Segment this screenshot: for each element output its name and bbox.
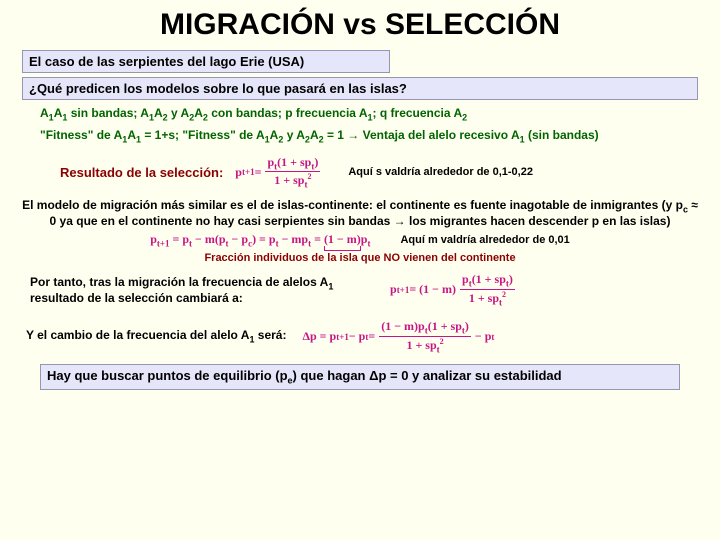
migration-paragraph: El modelo de migración más similar es el…	[22, 198, 698, 228]
delta-label: Y el cambio de la frecuencia del alelo A…	[26, 328, 286, 344]
migration-note: Aquí m valdría alrededor de 0,01	[400, 234, 569, 246]
selection-formula: pt+1 = pt(1 + spt) 1 + spt2	[235, 155, 324, 190]
genotype-line: A1A1 sin bandas; A1A2 y A2A2 con bandas;…	[40, 106, 690, 122]
slide-title: MIGRACIÓN vs SELECCIÓN	[0, 0, 720, 48]
fitness-line: "Fitness" de A1A1 = 1+s; "Fitness" de A1…	[40, 128, 690, 144]
box-equilibrium: Hay que buscar puntos de equilibrio (pe)…	[40, 364, 680, 390]
migration-formula: pt+1 = pt − m(pt − pc) = pt − mpt = (1 −…	[150, 232, 370, 248]
combined-label: Por tanto, tras la migración la frecuenc…	[30, 275, 360, 305]
fraction-note: Fracción individuos de la isla que NO vi…	[22, 252, 698, 264]
box-question: ¿Qué predicen los modelos sobre lo que p…	[22, 77, 698, 100]
delta-row: Y el cambio de la frecuencia del alelo A…	[26, 319, 694, 354]
migration-row: pt+1 = pt − m(pt − pc) = pt − mpt = (1 −…	[22, 232, 698, 248]
delta-formula: Δp = pt+1 − pt = (1 − m)pt(1 + spt) 1 + …	[302, 319, 494, 354]
box-case: El caso de las serpientes del lago Erie …	[22, 50, 390, 73]
combined-formula: pt+1 = (1 − m) pt(1 + spt) 1 + spt2	[390, 272, 519, 307]
combined-row: Por tanto, tras la migración la frecuenc…	[30, 272, 690, 307]
selection-label: Resultado de la selección:	[60, 165, 223, 180]
selection-row: Resultado de la selección: pt+1 = pt(1 +…	[60, 155, 690, 190]
selection-note: Aquí s valdría alrededor de 0,1-0,22	[348, 166, 533, 178]
